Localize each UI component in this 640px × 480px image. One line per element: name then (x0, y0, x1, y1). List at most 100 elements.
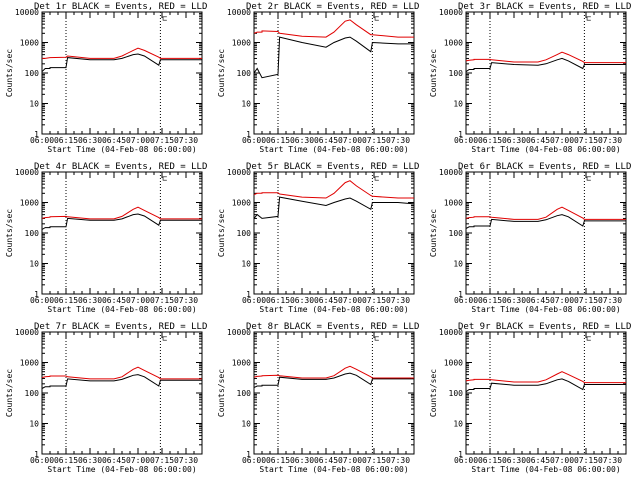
x-tick-label: 06:45 (102, 136, 126, 145)
y-tick-label: 1000 (232, 199, 251, 208)
y-tick-label: 10000 (227, 328, 251, 337)
y-axis-label: Counts/sec (5, 209, 14, 257)
series-line-red (42, 47, 202, 59)
x-tick-label: 07:30 (174, 136, 198, 145)
x-tick-label: 07:30 (598, 296, 622, 305)
x-tick-label: 07:30 (598, 136, 622, 145)
series-line-black (41, 53, 202, 73)
y-tick-label: 10000 (439, 328, 463, 337)
y-tick-label: 10000 (439, 168, 463, 177)
x-tick-label: 06:30 (502, 456, 526, 465)
x-tick-label: 07:15 (574, 296, 598, 305)
x-tick-label: 06:30 (502, 136, 526, 145)
x-axis-label: Start Time (04-Feb-08 06:00:00) (471, 145, 620, 154)
x-tick-label: 06:15 (266, 296, 290, 305)
chart-title: Det 8r BLACK = Events, RED = LLD (246, 322, 419, 332)
flag-marker: ⊏ (374, 174, 379, 183)
chart-title: Det 3r BLACK = Events, RED = LLD (458, 2, 631, 12)
series-line-black (253, 372, 414, 389)
series-line-red (253, 365, 414, 379)
x-tick-label: 06:00 (242, 456, 266, 465)
x-tick-label: 07:15 (150, 296, 174, 305)
flag-marker: ⊏ (586, 334, 591, 343)
x-tick-label: 06:00 (30, 296, 54, 305)
y-tick-label: 10 (453, 420, 463, 429)
x-tick-label: 06:00 (242, 136, 266, 145)
y-axis-label: Counts/sec (217, 209, 226, 257)
x-tick-label: 06:00 (30, 456, 54, 465)
x-tick-label: 07:15 (150, 136, 174, 145)
y-tick-label: 1 (246, 290, 251, 299)
flag-marker: ⊏ (162, 174, 167, 183)
y-tick-label: 1 (458, 130, 463, 139)
y-tick-label: 1 (246, 450, 251, 459)
x-tick-label: 06:30 (502, 296, 526, 305)
x-tick-label: 07:15 (574, 456, 598, 465)
y-tick-label: 1000 (20, 359, 39, 368)
y-tick-label: 10000 (15, 8, 39, 17)
y-tick-label: 1000 (20, 39, 39, 48)
x-tick-label: 07:30 (386, 136, 410, 145)
x-tick-label: 07:00 (550, 296, 574, 305)
y-tick-label: 1 (34, 130, 39, 139)
x-tick-label: 06:45 (526, 456, 550, 465)
flag-marker: ⊏ (162, 334, 167, 343)
chart-title: Det 2r BLACK = Events, RED = LLD (246, 2, 419, 12)
y-axis-label: Counts/sec (5, 369, 14, 417)
x-tick-label: 07:00 (338, 136, 362, 145)
x-tick-label: 07:00 (338, 456, 362, 465)
x-tick-label: 06:15 (54, 456, 78, 465)
y-tick-label: 100 (449, 389, 464, 398)
y-tick-label: 10 (241, 420, 251, 429)
x-tick-label: 06:45 (526, 296, 550, 305)
y-tick-label: 1000 (444, 359, 463, 368)
x-tick-label: 06:00 (454, 136, 478, 145)
x-tick-label: 06:00 (454, 456, 478, 465)
flag-marker: ⊏ (586, 14, 591, 23)
series-line-red (41, 206, 202, 220)
x-tick-label: 07:30 (598, 456, 622, 465)
series-line-red (253, 19, 414, 38)
y-tick-label: 10000 (227, 8, 251, 17)
chart-title: Det 7r BLACK = Events, RED = LLD (34, 322, 207, 332)
x-tick-label: 06:15 (266, 136, 290, 145)
x-tick-label: 06:15 (54, 136, 78, 145)
y-tick-label: 1 (34, 290, 39, 299)
y-tick-label: 1 (246, 130, 251, 139)
y-tick-label: 1000 (444, 39, 463, 48)
series-line-black (465, 214, 626, 229)
x-axis-label: Start Time (04-Feb-08 06:00:00) (259, 305, 408, 314)
x-tick-label: 06:00 (242, 296, 266, 305)
x-tick-label: 07:15 (362, 456, 386, 465)
x-tick-label: 06:30 (78, 136, 102, 145)
x-axis-label: Start Time (04-Feb-08 06:00:00) (47, 145, 196, 154)
y-tick-label: 1 (458, 290, 463, 299)
flag-marker: ⊏ (374, 334, 379, 343)
x-axis-label: Start Time (04-Feb-08 06:00:00) (47, 465, 196, 474)
chart-panel: Det 7r BLACK = Events, RED = LLD 1 10 100 10… (5, 322, 207, 474)
x-axis-label: Start Time (04-Feb-08 06:00:00) (471, 465, 620, 474)
series-line-red (465, 206, 626, 220)
x-tick-label: 07:00 (126, 296, 150, 305)
series-line-red (465, 371, 626, 384)
flag-marker: ⊏ (162, 14, 167, 23)
chart-panel: Det 6r BLACK = Events, RED = LLD 1 10 100 10… (429, 162, 631, 314)
y-tick-label: 10 (453, 260, 463, 269)
series-line-black (253, 36, 414, 79)
y-tick-label: 10000 (15, 328, 39, 337)
chart-title: Det 1r BLACK = Events, RED = LLD (34, 2, 207, 12)
chart-panel: Det 5r BLACK = Events, RED = LLD 1 10 100 10… (217, 162, 419, 314)
chart-panel: Det 3r BLACK = Events, RED = LLD 1 10 100 10… (429, 2, 631, 154)
y-tick-label: 10 (29, 100, 39, 109)
chart-panel: Det 8r BLACK = Events, RED = LLD 1 10 100 10… (217, 322, 419, 474)
x-tick-label: 06:00 (454, 296, 478, 305)
chart-title: Det 4r BLACK = Events, RED = LLD (34, 162, 207, 172)
y-tick-label: 100 (449, 69, 464, 78)
x-tick-label: 06:00 (30, 136, 54, 145)
x-tick-label: 07:00 (338, 296, 362, 305)
x-tick-label: 07:15 (362, 296, 386, 305)
x-tick-label: 06:15 (478, 136, 502, 145)
series-line-red (465, 51, 626, 64)
y-tick-label: 10000 (15, 168, 39, 177)
